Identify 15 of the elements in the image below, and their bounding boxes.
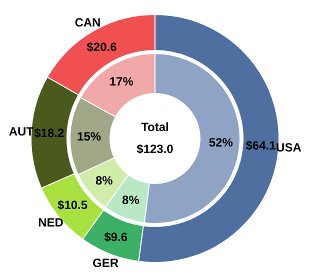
data-label: 17% xyxy=(109,74,134,89)
data-label: $10.5 xyxy=(58,198,88,212)
slice-label: CAN xyxy=(74,16,101,30)
data-label: 8% xyxy=(95,174,114,188)
slice-label: NED xyxy=(38,216,64,230)
slice-label: GER xyxy=(92,256,119,270)
data-label: $64.1 xyxy=(246,138,276,153)
data-label: 8% xyxy=(122,192,140,207)
text: $123.0 xyxy=(136,142,174,156)
data-label: $20.6 xyxy=(86,40,118,54)
text: Total xyxy=(141,120,169,134)
data-label: 52% xyxy=(208,136,234,150)
data-label: $18.2 xyxy=(34,126,64,140)
data-label: 15% xyxy=(77,129,102,144)
data-label: $9.6 xyxy=(104,230,128,244)
